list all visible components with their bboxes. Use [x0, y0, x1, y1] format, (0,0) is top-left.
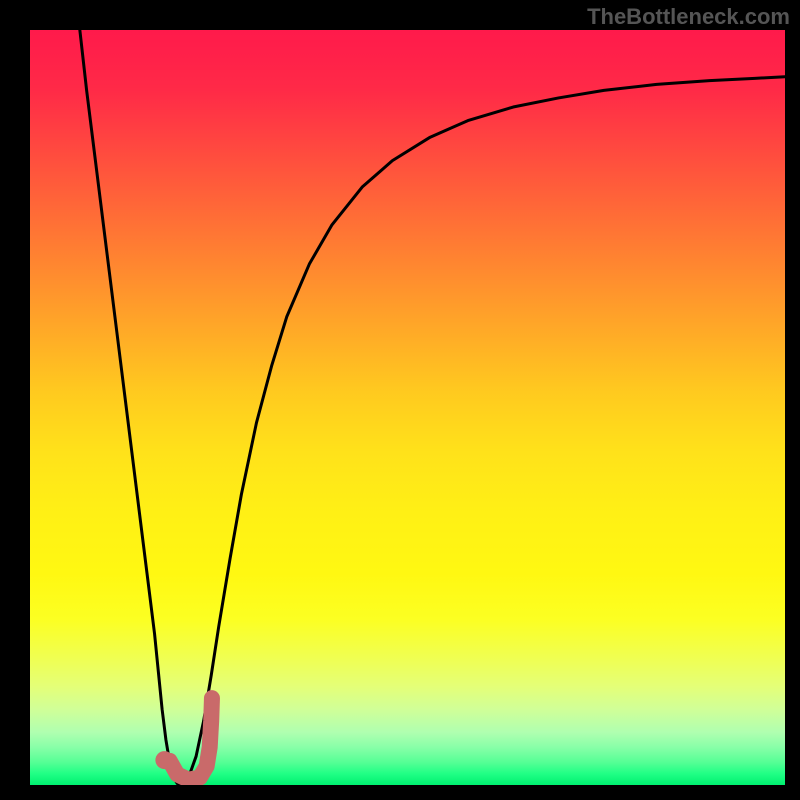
plot-area	[30, 30, 785, 785]
marker-j-dot	[155, 751, 173, 769]
chart-frame: TheBottleneck.com	[0, 0, 800, 800]
watermark-text: TheBottleneck.com	[587, 4, 790, 30]
gradient-background	[30, 30, 785, 785]
